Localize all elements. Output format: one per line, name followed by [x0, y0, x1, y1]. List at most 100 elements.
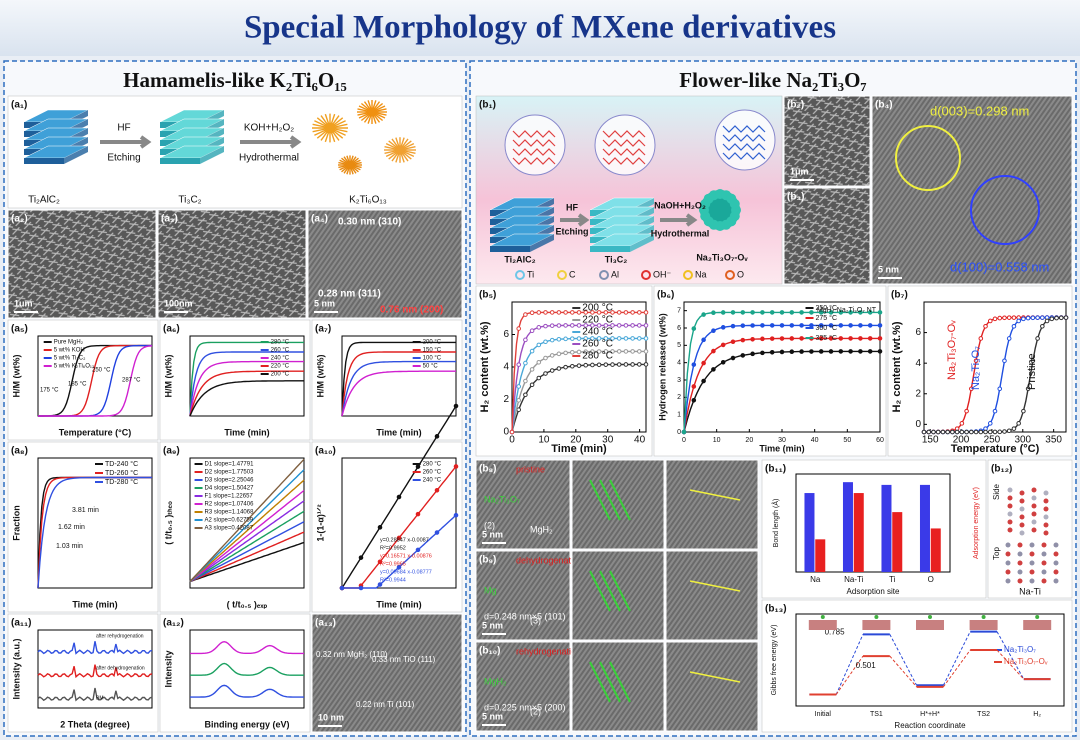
- panel-label: (b₁₀): [479, 646, 500, 657]
- point: [848, 349, 853, 354]
- point: [623, 323, 629, 328]
- legend-entry: D4 slope=1.50427: [205, 486, 255, 492]
- x-axis-label: Time (min): [72, 599, 117, 609]
- point: [596, 336, 602, 341]
- point: [760, 310, 765, 315]
- point: [1044, 318, 1050, 324]
- point: [959, 429, 965, 435]
- fringe: [589, 570, 611, 612]
- x-tick-label: H*+H*: [920, 711, 940, 718]
- panel-label: (b₂): [787, 100, 804, 111]
- point: [434, 434, 440, 439]
- arrow: [240, 135, 302, 149]
- zoom-circle: [504, 114, 566, 176]
- point: [838, 323, 844, 328]
- point: [987, 421, 993, 426]
- point: [730, 339, 736, 345]
- fringe: [609, 570, 631, 612]
- legend-entry: 260 °C: [582, 339, 613, 350]
- atom-legend: Na: [695, 269, 707, 279]
- point: [973, 358, 979, 364]
- point: [616, 336, 622, 341]
- right-heading: Flower-like Na₂Ti₃O₇: [679, 68, 866, 92]
- atom-swatch: [515, 270, 525, 280]
- point: [799, 349, 804, 354]
- annotation: 1.62 min: [58, 524, 85, 531]
- fringe: [689, 580, 741, 592]
- point: [643, 349, 649, 354]
- annotation: (3): [530, 615, 541, 625]
- annotation: 0.22 nm Ti (101): [356, 700, 415, 709]
- point: [701, 312, 706, 317]
- annotation: y=0.28847 x-0.0087: [380, 537, 429, 543]
- legend-entry: TD-260 °C: [105, 469, 138, 477]
- legend-entry: Na₂Ti₃O₇: [1004, 645, 1036, 654]
- y-axis-label: H/M (wt%): [11, 355, 21, 398]
- curve: [189, 370, 304, 417]
- fringe: [599, 479, 621, 521]
- title-bar: [0, 0, 1080, 56]
- micrograph: [783, 95, 871, 187]
- curve: [37, 687, 153, 702]
- curve: [341, 351, 456, 417]
- point: [590, 362, 595, 368]
- annotation: BM: [96, 695, 104, 701]
- point: [536, 375, 542, 381]
- atom: [1053, 569, 1059, 575]
- point: [549, 353, 555, 358]
- point: [1006, 428, 1012, 434]
- lattice: [602, 130, 646, 138]
- y-axis-label: Intensity: [163, 650, 173, 687]
- x-axis-label: Time (min): [224, 427, 269, 437]
- point: [603, 310, 609, 315]
- point: [549, 323, 555, 328]
- slab: [862, 620, 891, 630]
- point: [596, 362, 602, 368]
- y-axis-label: H₂ content (wt.%): [479, 321, 491, 412]
- point: [867, 310, 873, 315]
- point: [523, 337, 528, 343]
- micrograph: [307, 209, 463, 319]
- point: [740, 353, 746, 358]
- x-tick-label: 20: [745, 437, 753, 444]
- point: [978, 336, 984, 341]
- panel: [887, 285, 1073, 457]
- lattice: [602, 157, 646, 165]
- point: [858, 310, 863, 315]
- x-tick-label: 10: [538, 435, 550, 446]
- point: [931, 429, 936, 435]
- point: [760, 323, 765, 328]
- point: [576, 310, 582, 315]
- label: KOH+H₂O₂: [244, 123, 294, 134]
- curve: [37, 664, 153, 679]
- atom: [1043, 522, 1049, 528]
- zoom-circle: [714, 109, 776, 171]
- atom: [1029, 551, 1035, 557]
- atom: [1043, 498, 1049, 504]
- point: [549, 310, 555, 315]
- point: [818, 323, 824, 328]
- annotation: d(100)=0.558 nm: [950, 259, 1049, 274]
- micrograph: [665, 641, 759, 732]
- point: [556, 323, 562, 328]
- scale-label: 5 nm: [482, 620, 503, 630]
- lattice: [512, 148, 556, 156]
- point: [523, 312, 528, 317]
- point: [691, 397, 697, 403]
- y-axis-label: Hydrogen released (wt%): [657, 313, 667, 421]
- point: [1025, 386, 1031, 392]
- panel-label: (a₆): [163, 324, 180, 335]
- lattice: [602, 148, 646, 156]
- annotation: 0.76 nm (200): [380, 305, 443, 316]
- h-atom: [981, 615, 986, 619]
- point: [630, 310, 635, 315]
- atom: [1017, 569, 1023, 575]
- zoom-circle: [594, 114, 656, 176]
- curve: [341, 370, 456, 417]
- label: Ti₃C₂: [605, 254, 628, 264]
- core: [346, 161, 354, 169]
- x-axis-label: Time (min): [759, 443, 804, 453]
- point: [556, 366, 562, 371]
- atom: [1019, 530, 1025, 536]
- x-tick-label: H₂: [1033, 711, 1041, 718]
